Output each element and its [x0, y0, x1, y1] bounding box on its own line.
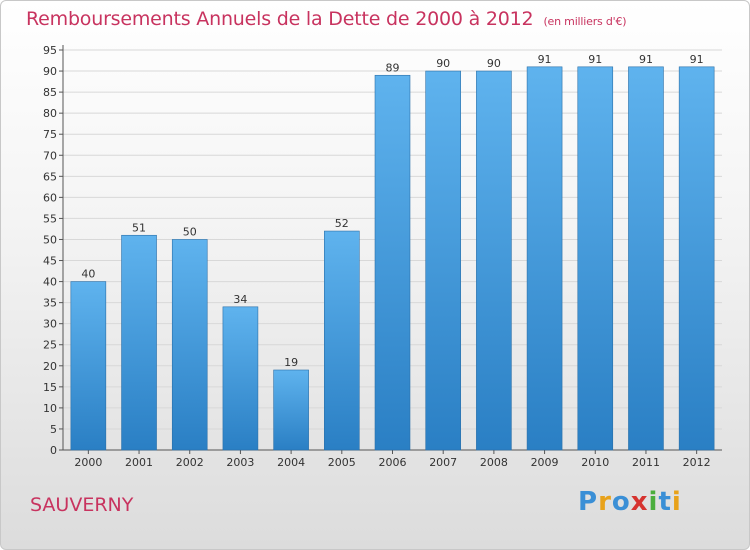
logo-letter: i: [648, 487, 659, 517]
bar-value-label: 90: [436, 57, 450, 70]
x-tick-label: 2012: [683, 456, 711, 469]
x-tick-label: 2009: [531, 456, 559, 469]
y-tick-label: 15: [43, 381, 57, 394]
y-tick-label: 50: [43, 233, 57, 246]
bar: [222, 306, 259, 451]
bar: [324, 230, 360, 451]
bar: [70, 281, 107, 451]
x-tick-label: 2002: [176, 456, 204, 469]
y-tick-label: 25: [43, 339, 57, 352]
bar-value-label: 51: [132, 221, 146, 234]
bar-value-label: 50: [183, 225, 197, 238]
y-tick-label: 95: [43, 44, 57, 57]
x-tick-label: 2006: [379, 456, 407, 469]
place-name: SAUVERNY: [30, 494, 134, 516]
x-tick-label: 2000: [74, 456, 102, 469]
x-tick-label: 2005: [328, 456, 356, 469]
bar-value-label: 89: [386, 61, 400, 74]
x-tick-label: 2011: [632, 456, 660, 469]
y-tick-label: 20: [43, 360, 57, 373]
bar-value-label: 91: [690, 53, 704, 66]
logo-letter: i: [671, 487, 682, 517]
logo-letter: P: [578, 487, 599, 517]
x-tick-label: 2007: [429, 456, 457, 469]
bar: [374, 74, 411, 451]
bar: [425, 70, 461, 451]
logo-letter: o: [611, 487, 631, 517]
logo-letter: r: [598, 487, 612, 517]
x-tick-labels: 2000 2001 2002 2003 2004 2005 2006 2007 2008 2009…: [74, 456, 710, 469]
y-tick-label: 10: [43, 402, 57, 415]
bars: 40 51 50 34 19 52 89 90 90 91 91 91 91: [70, 53, 715, 451]
y-tick-label: 35: [43, 297, 57, 310]
bar: [628, 66, 664, 451]
y-tick-label: 55: [43, 212, 57, 225]
bar-value-label: 19: [284, 356, 298, 369]
proxiti-logo: Proxiti: [578, 487, 682, 517]
logo-letter: x: [630, 487, 649, 517]
bar: [171, 239, 208, 451]
y-tick-label: 0: [50, 444, 57, 457]
bar: [273, 369, 309, 451]
x-tick-label: 2001: [125, 456, 153, 469]
y-tick-label: 40: [43, 276, 57, 289]
x-tick-label: 2004: [277, 456, 305, 469]
chart-unit: (en milliers d'€): [543, 15, 627, 28]
bar-value-label: 52: [335, 217, 349, 230]
bar-value-label: 91: [538, 53, 552, 66]
bar-value-label: 40: [81, 268, 95, 281]
bar-value-label: 90: [487, 57, 501, 70]
y-tick-label: 5: [50, 423, 57, 436]
bar: [526, 66, 563, 451]
x-tick-label: 2010: [581, 456, 609, 469]
bar: [121, 234, 157, 451]
chart-title: Remboursements Annuels de la Dette de 20…: [26, 8, 627, 30]
bar: [577, 66, 614, 451]
y-tick-label: 30: [43, 318, 57, 331]
logo-letter: t: [658, 487, 672, 517]
y-tick-label: 60: [43, 191, 57, 204]
x-tick-label: 2008: [480, 456, 508, 469]
y-tick-label: 70: [43, 149, 57, 162]
bar-value-label: 91: [639, 53, 653, 66]
y-tick-label: 85: [43, 86, 57, 99]
bar: [476, 70, 512, 451]
chart-title-text: Remboursements Annuels de la Dette de 20…: [26, 8, 534, 30]
bar-value-label: 91: [588, 53, 602, 66]
bar: [678, 66, 715, 451]
y-tick-label: 65: [43, 170, 57, 183]
y-tick-label: 75: [43, 128, 57, 141]
y-tick-labels: 0 5 10 15 20 25 30 35 40 45 50 55 60 65 70 75 80 85 90 95: [43, 44, 57, 457]
y-tick-label: 80: [43, 107, 57, 120]
bar-value-label: 34: [233, 293, 247, 306]
y-tick-label: 45: [43, 255, 57, 268]
y-tick-label: 90: [43, 65, 57, 78]
x-tick-label: 2003: [226, 456, 254, 469]
